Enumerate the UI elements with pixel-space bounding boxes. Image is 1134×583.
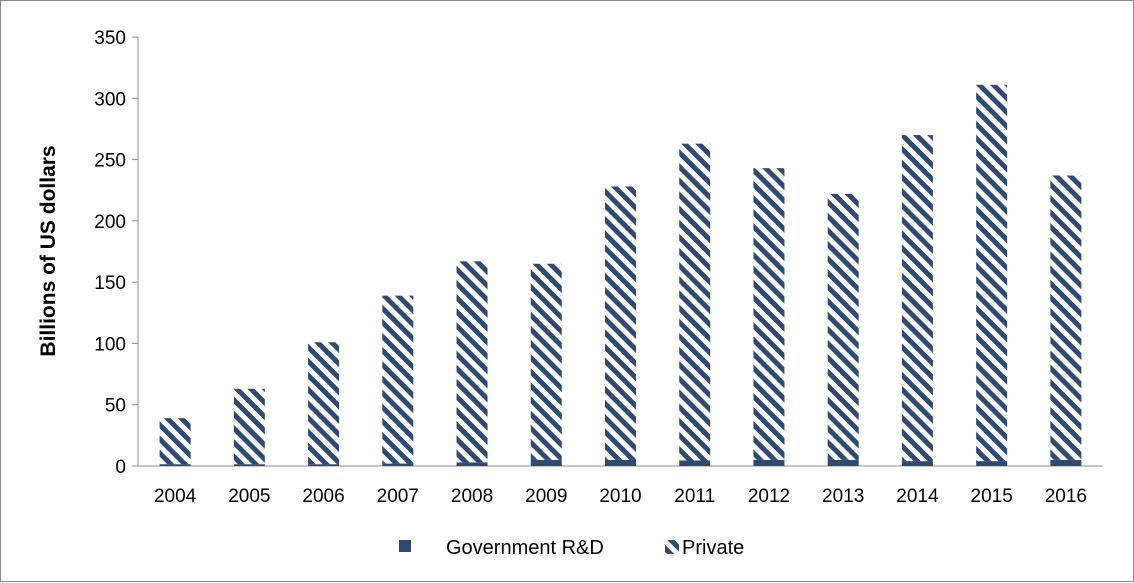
bar-private [233,388,265,465]
x-tick-label: 2005 [228,486,270,507]
legend-label-government-rd: Government R&D [446,537,604,559]
bar-government-rd [233,464,265,466]
bar-government-rd [901,461,933,466]
bar-government-rd [976,461,1008,466]
bar-government-rd [456,462,488,466]
x-tick-label: 2009 [525,486,567,507]
y-tick-label: 350 [94,28,126,49]
bar-government-rd [827,459,859,466]
bar-private [530,263,562,460]
x-tick-label: 2013 [822,486,864,507]
x-tick-labels: 2004 2005 2006 2007 2008 2009 2010 2011 2012 2013… [154,486,1087,507]
y-tick-label: 300 [94,89,126,110]
bar-government-rd [605,459,636,466]
y-tick-label: 250 [94,151,126,172]
y-tick-label: 150 [94,273,126,294]
bar-private [976,84,1008,462]
bar-government-rd [753,459,785,466]
bar-private [308,342,340,465]
bar-private [1050,175,1082,460]
legend-label-private: Private [682,537,744,559]
y-tick-label: 200 [94,212,126,233]
bar-private [159,418,191,465]
x-tick-label: 2010 [599,486,641,507]
y-tick-label: 100 [94,334,126,355]
bar-government-rd [1050,459,1082,466]
bar-private [753,168,785,460]
x-tick-label: 2006 [302,486,344,507]
bar-private [901,135,933,462]
x-tick-label: 2016 [1045,486,1087,507]
bar-private [679,143,711,461]
bars [159,84,1082,466]
bar-government-rd [679,460,711,466]
x-tick-label: 2012 [748,486,790,507]
x-tick-label: 2004 [154,486,197,507]
y-axis-label: Billions of US dollars [37,145,60,356]
x-tick-label: 2015 [971,486,1013,507]
bar-private [382,295,414,464]
x-tick-label: 2011 [674,486,715,507]
x-tick-label: 2008 [451,486,493,507]
legend-swatch-private [665,540,679,554]
bar-government-rd [382,463,414,466]
bar-government-rd [530,459,562,466]
y-tick-label: 0 [115,457,126,478]
bar-government-rd [308,464,340,466]
bar-government-rd [159,464,191,466]
bar-private [456,261,488,463]
x-tick-label: 2014 [896,486,939,507]
legend-swatch-government-rd [399,540,411,552]
bar-private [605,186,636,460]
legend: Government R&D Private [399,537,744,559]
x-tick-label: 2007 [377,486,419,507]
bar-private [827,193,859,460]
y-tick-labels: 0 50 100 150 200 250 300 350 [94,28,126,478]
y-tick-label: 50 [105,396,126,417]
